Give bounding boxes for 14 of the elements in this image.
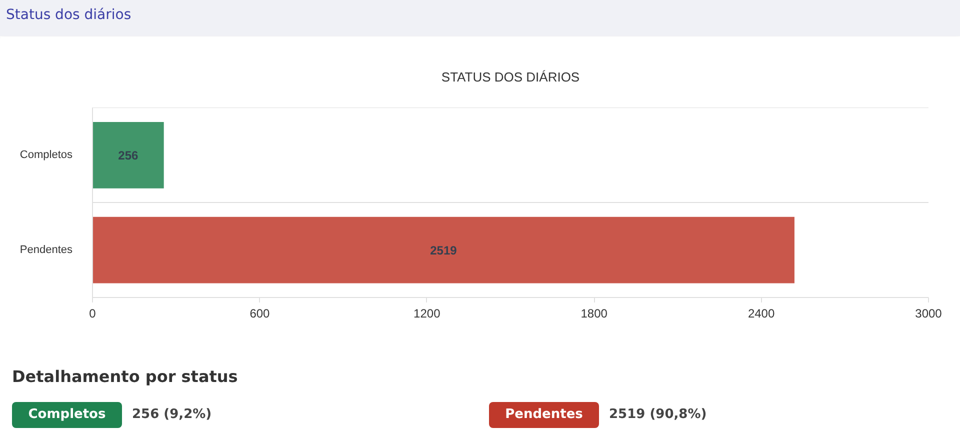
text: 256 (9,2%) — [132, 406, 212, 424]
data-label: 256 — [118, 148, 139, 163]
x-tick-label: 600 — [250, 306, 270, 320]
chart-title: STATUS DOS DIÁRIOS — [441, 70, 580, 84]
text: Status dos diários — [5, 6, 132, 25]
x-tick-label: 0 — [89, 306, 96, 320]
text: Detalhamento por status — [12, 366, 238, 388]
x-tick-label: 3000 — [915, 306, 942, 320]
x-tick-label: 1800 — [580, 306, 608, 320]
x-tick-label: 2400 — [748, 306, 775, 320]
x-tick-label: 1200 — [414, 306, 441, 320]
text: 2519 (90,8%) — [609, 406, 707, 424]
text: Pendentes — [489, 402, 599, 428]
data-label: 2519 — [430, 244, 458, 258]
